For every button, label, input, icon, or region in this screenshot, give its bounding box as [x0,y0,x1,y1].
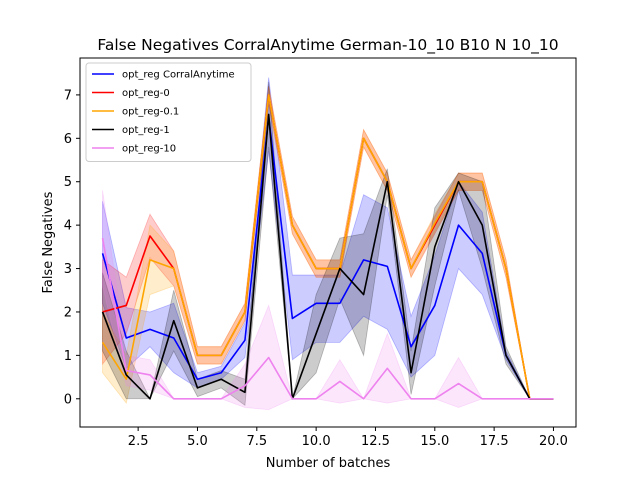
x-tick-label: 17.5 [480,434,509,449]
y-axis: 0 1 2 3 4 5 6 7 [64,88,80,407]
chart-title: False Negatives CorralAnytime German-10_… [97,36,558,55]
x-tick-label: 20.0 [539,434,568,449]
x-axis: 2.5 5.0 7.5 10.0 12.5 15.0 17.5 20.0 [128,427,568,449]
x-tick-label: 12.5 [361,434,390,449]
line-series-2 [101,94,554,400]
y-tick-label: 3 [64,262,72,277]
x-tick-label: 5.0 [187,434,208,449]
y-tick-label: 7 [64,88,72,103]
y-tick-label: 2 [64,305,72,320]
y-tick-label: 0 [64,392,72,407]
x-tick-label: 7.5 [246,434,267,449]
y-axis-label: False Negatives [41,191,56,293]
legend-entry: opt_reg CorralAnytime [122,70,235,81]
legend-entry: opt_reg-0.1 [122,107,179,118]
y-tick-label: 4 [64,219,72,234]
y-tick-label: 6 [64,132,72,147]
x-tick-label: 15.0 [420,434,449,449]
x-tick-label: 10.0 [302,434,331,449]
plot-frame [79,57,577,428]
line-series-4 [101,238,554,400]
legend-entry: opt_reg-10 [122,144,176,155]
y-tick-label: 5 [64,175,72,190]
x-axis-label: Number of batches [266,456,391,471]
legend: opt_reg CorralAnytime opt_reg-0 opt_reg-0.… [85,62,252,162]
legend-box [85,62,252,162]
x-tick-label: 2.5 [128,434,149,449]
series-lines [101,94,554,400]
legend-entry: opt_reg-0 [122,88,170,99]
y-tick-label: 1 [64,349,72,364]
line-series-3 [101,113,554,400]
legend-entry: opt_reg-1 [122,125,170,136]
